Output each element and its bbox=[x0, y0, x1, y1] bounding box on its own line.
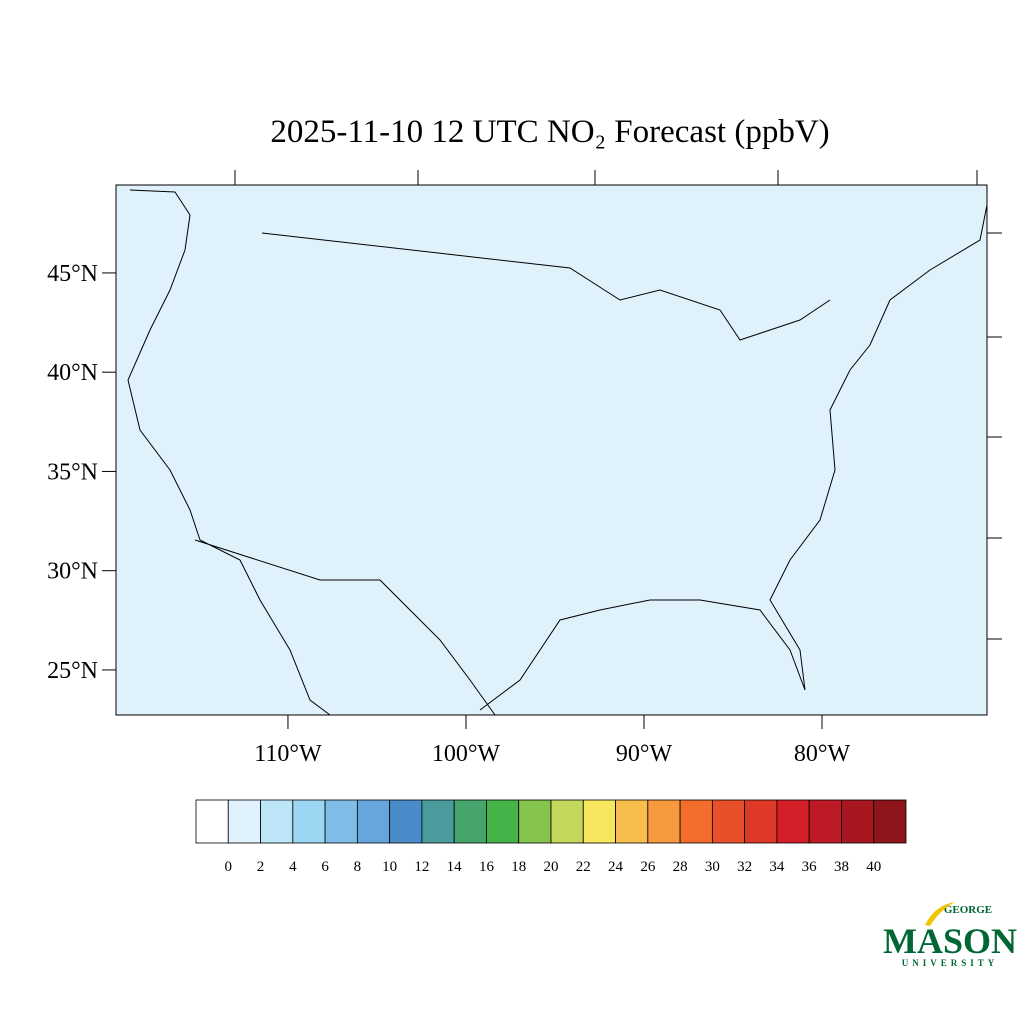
colorbar-label: 22 bbox=[576, 859, 591, 875]
x-tick-label: 100°W bbox=[432, 741, 501, 767]
logo-top: GEORGE bbox=[944, 904, 992, 916]
y-tick-label: 30°N bbox=[47, 559, 98, 585]
colorbar-label: 32 bbox=[737, 859, 752, 875]
colorbar-box bbox=[389, 799, 423, 844]
colorbar-box bbox=[324, 799, 358, 844]
colorbar-label: 8 bbox=[354, 859, 362, 875]
colorbar-label: 36 bbox=[802, 859, 818, 875]
colorbar-label: 0 bbox=[225, 859, 233, 875]
colorbar-label: 38 bbox=[834, 859, 849, 875]
colorbar-label: 16 bbox=[479, 859, 495, 875]
logo: GEORGE MASON UNIVERSITY bbox=[883, 902, 1017, 968]
colorbar-label: 24 bbox=[608, 859, 624, 875]
y-tick-label: 40°N bbox=[47, 360, 98, 386]
colorbar-box bbox=[873, 799, 907, 844]
y-tick-label: 45°N bbox=[47, 261, 98, 287]
colorbar-label: 4 bbox=[289, 859, 297, 875]
frame-ticks bbox=[234, 170, 1002, 640]
colorbar-label: 2 bbox=[257, 859, 265, 875]
colorbar-label: 40 bbox=[866, 859, 881, 875]
colorbar-box bbox=[260, 799, 294, 844]
colorbar-box bbox=[744, 799, 778, 844]
colorbar-box bbox=[679, 799, 713, 844]
colorbar-label: 10 bbox=[382, 859, 397, 875]
title: 2025-11-10 12 UTC NO₂ Forecast (ppbV) bbox=[270, 114, 829, 150]
map-area bbox=[115, 184, 988, 716]
x-tick-label: 90°W bbox=[616, 741, 673, 767]
colorbar-box bbox=[292, 799, 326, 844]
colorbar-label: 30 bbox=[705, 859, 720, 875]
y-tick-label: 25°N bbox=[47, 658, 98, 684]
colorbar-box bbox=[421, 799, 455, 844]
colorbar-label: 6 bbox=[321, 859, 329, 875]
logo-bottom: UNIVERSITY bbox=[902, 958, 999, 968]
colorbar-box bbox=[841, 799, 875, 844]
colorbar-box bbox=[227, 799, 261, 844]
colorbar-box bbox=[776, 799, 810, 844]
colorbar-box bbox=[647, 799, 681, 844]
logo-main: MASON bbox=[883, 921, 1017, 961]
colorbar-label: 12 bbox=[414, 859, 429, 875]
colorbar-box bbox=[486, 799, 520, 844]
colorbar-label: 26 bbox=[640, 859, 656, 875]
colorbar-box bbox=[582, 799, 616, 844]
colorbar-box bbox=[808, 799, 842, 844]
colorbar-box bbox=[453, 799, 487, 844]
colorbar-label: 28 bbox=[673, 859, 688, 875]
colorbar-box bbox=[711, 799, 746, 844]
colorbar-label: 20 bbox=[544, 859, 559, 875]
coastline bbox=[127, 189, 988, 716]
colorbar-label: 14 bbox=[447, 859, 463, 875]
colorbar-box bbox=[356, 799, 391, 844]
colorbar-box bbox=[195, 799, 229, 844]
logo-flame bbox=[925, 902, 955, 926]
colorbar-box bbox=[550, 799, 584, 844]
x-tick-label: 80°W bbox=[794, 741, 851, 767]
colorbar-box bbox=[518, 799, 552, 844]
colorbar-label: 18 bbox=[511, 859, 526, 875]
colorbar-box bbox=[615, 799, 649, 844]
y-tick-label: 35°N bbox=[47, 459, 98, 485]
x-tick-label: 110°W bbox=[254, 741, 322, 767]
colorbar-label: 34 bbox=[769, 859, 785, 875]
